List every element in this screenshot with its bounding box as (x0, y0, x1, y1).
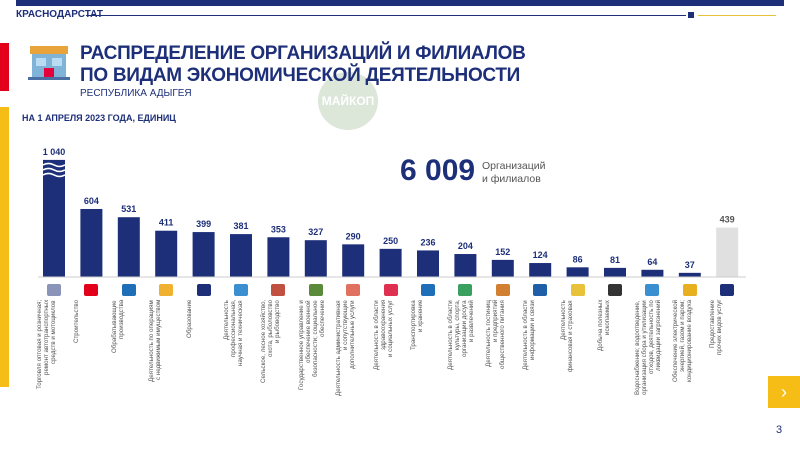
lightbulb-icon (682, 284, 697, 296)
health-icon (383, 284, 398, 296)
bar (604, 267, 626, 277)
accent-yellow (0, 107, 9, 387)
value-label: 411 (159, 218, 174, 228)
category-label: Обеспечение электрической энергией, газо… (671, 300, 693, 383)
page-title: РАСПРЕДЕЛЕНИЕ ОРГАНИЗАЦИЙ И ФИЛИАЛОВ ПО В… (80, 43, 526, 87)
category-label: Торговля оптовая и розничная; ремонт авт… (36, 300, 57, 390)
next-slide-button[interactable]: › (768, 376, 800, 408)
watermark: МАЙКОП (318, 72, 378, 130)
title-line-1: РАСПРЕДЕЛЕНИЕ ОРГАНИЗАЦИЙ И ФИЛИАЛОВ (80, 43, 526, 64)
value-label: 124 (533, 250, 548, 260)
mining-icon (608, 284, 622, 296)
truck-icon (421, 284, 435, 296)
category-label: Деятельность в области информации и связ… (522, 300, 537, 370)
axis-break-mark (42, 172, 66, 178)
value-label: 86 (573, 254, 583, 264)
date-units: НА 1 АПРЕЛЯ 2023 ГОДА, ЕДИНИЦ (22, 113, 176, 123)
category-label: Деятельность административная и сопутств… (335, 300, 357, 396)
category-label: Деятельность гостиниц и предприятий обще… (484, 300, 506, 369)
value-label: 353 (271, 224, 286, 234)
total-label: Организаций и филиалов (482, 160, 546, 185)
bar (454, 254, 477, 277)
category-label: Деятельность в области культуры, спорта,… (447, 300, 476, 370)
microscope-icon (234, 284, 248, 296)
category-label: Добыча полезных ископаемых (597, 300, 611, 352)
total-value: 6 009 (400, 154, 476, 187)
category-label: Деятельность по операциям с недвижимым и… (148, 300, 163, 382)
category-label: Деятельность финансовая и страховая (559, 300, 574, 372)
house-icon (159, 284, 174, 296)
bar (379, 248, 402, 277)
office-icon (346, 284, 361, 296)
header-square (688, 12, 694, 18)
bar (267, 237, 290, 277)
value-label: 327 (308, 227, 323, 237)
bar (304, 240, 327, 277)
top-bar (16, 0, 784, 6)
bar (117, 217, 140, 277)
value-label: 236 (420, 237, 435, 247)
value-label: 439 (720, 215, 735, 225)
bar (716, 227, 739, 277)
finance-icon (570, 284, 585, 296)
value-label: 381 (233, 221, 248, 231)
value-label: 1 040 (43, 147, 66, 157)
category-label: Предоставление прочих видов услуг (709, 300, 724, 356)
category-label: Образование (185, 300, 193, 339)
shop-icon (28, 46, 70, 80)
graduation-cap-icon (196, 284, 211, 296)
category-label: Государственное управление и обеспечение… (297, 300, 326, 390)
bar (491, 259, 514, 277)
bar (566, 267, 589, 277)
value-label: 531 (121, 204, 136, 214)
bar (43, 159, 65, 277)
culture-icon (458, 284, 473, 296)
construction-icon (84, 284, 99, 296)
bar (192, 232, 215, 277)
value-label: 290 (346, 231, 361, 241)
value-label: 399 (196, 219, 211, 229)
bar (80, 208, 103, 277)
bar (641, 269, 664, 277)
category-label: Водоснабжение; водоотведение, организаци… (634, 300, 663, 395)
bar (155, 230, 178, 277)
category-label: Транспортировка и хранение (410, 300, 424, 350)
category-label: Деятельность профессиональная, научная и… (223, 300, 244, 366)
bar (529, 263, 552, 277)
category-label: Обрабатывающие производства (110, 300, 125, 353)
subtitle: РЕСПУБЛИКА АДЫГЕЯ (80, 88, 192, 99)
value-label: 250 (383, 236, 398, 246)
title-line-2: ПО ВИДАМ ЭКОНОМИЧЕСКОЙ ДЕЯТЕЛЬНОСТИ (80, 65, 521, 86)
organization-name: КРАСНОДАРСТАТ (16, 9, 104, 20)
header-line-yellow (698, 15, 776, 16)
value-label: 604 (84, 196, 99, 206)
bar (417, 250, 439, 277)
tools-icon (121, 284, 136, 296)
tank-icon (308, 284, 323, 296)
value-label: 204 (458, 241, 473, 251)
person-icon (720, 284, 735, 296)
computer-icon (533, 284, 548, 296)
value-label: 81 (610, 255, 620, 265)
food-icon (495, 284, 510, 296)
axis-break-mark (42, 162, 66, 168)
value-label: 152 (495, 247, 510, 257)
page-number: 3 (776, 424, 783, 436)
category-label: Строительство (73, 300, 81, 344)
water-pipe-icon (645, 284, 660, 296)
accent-red (0, 43, 9, 91)
axis-break-mark (42, 167, 66, 173)
bar (342, 244, 365, 277)
category-label: Сельское, лесное хозяйство, охота, рыбол… (260, 300, 282, 384)
agriculture-icon (271, 284, 286, 296)
bar (230, 234, 252, 277)
header-line (86, 15, 686, 16)
value-label: 37 (685, 260, 695, 270)
category-label: Деятельность в области здравоохранения и… (372, 300, 394, 370)
value-label: 64 (647, 257, 657, 267)
car-icon (47, 284, 61, 296)
bar (678, 272, 701, 277)
